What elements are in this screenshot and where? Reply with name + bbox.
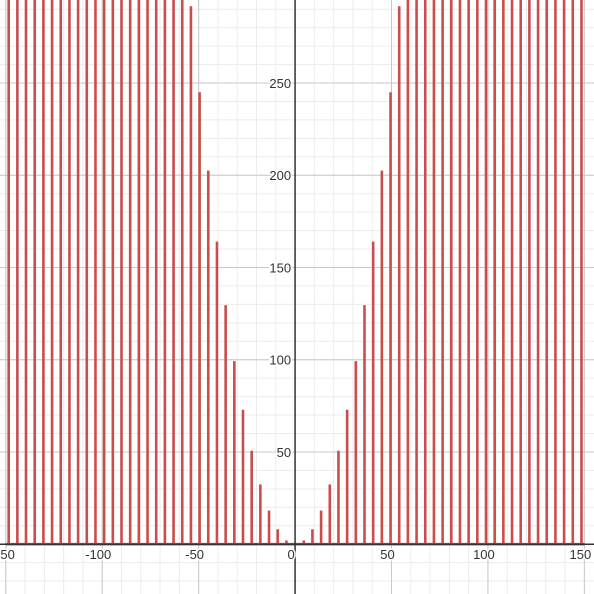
y-tick-label: 250: [269, 76, 291, 91]
y-tick-labels: 50 100 150 200 250: [268, 75, 293, 462]
x-tick-label: 150: [570, 547, 592, 562]
x-tick-labels: -150 -100 -50 0 50 100 150: [0, 546, 593, 564]
y-tick-label: 100: [269, 353, 291, 368]
x-tick-label: -100: [85, 547, 111, 562]
x-tick-label: -150: [0, 547, 15, 562]
x-tick-label: 0: [287, 547, 294, 562]
y-tick-label: 150: [269, 260, 291, 275]
y-tick-label: 200: [269, 168, 291, 183]
x-tick-label: -50: [185, 547, 204, 562]
y-tick-label: 50: [277, 445, 291, 460]
x-tick-label: 50: [380, 547, 394, 562]
x-tick-label: 100: [473, 547, 495, 562]
